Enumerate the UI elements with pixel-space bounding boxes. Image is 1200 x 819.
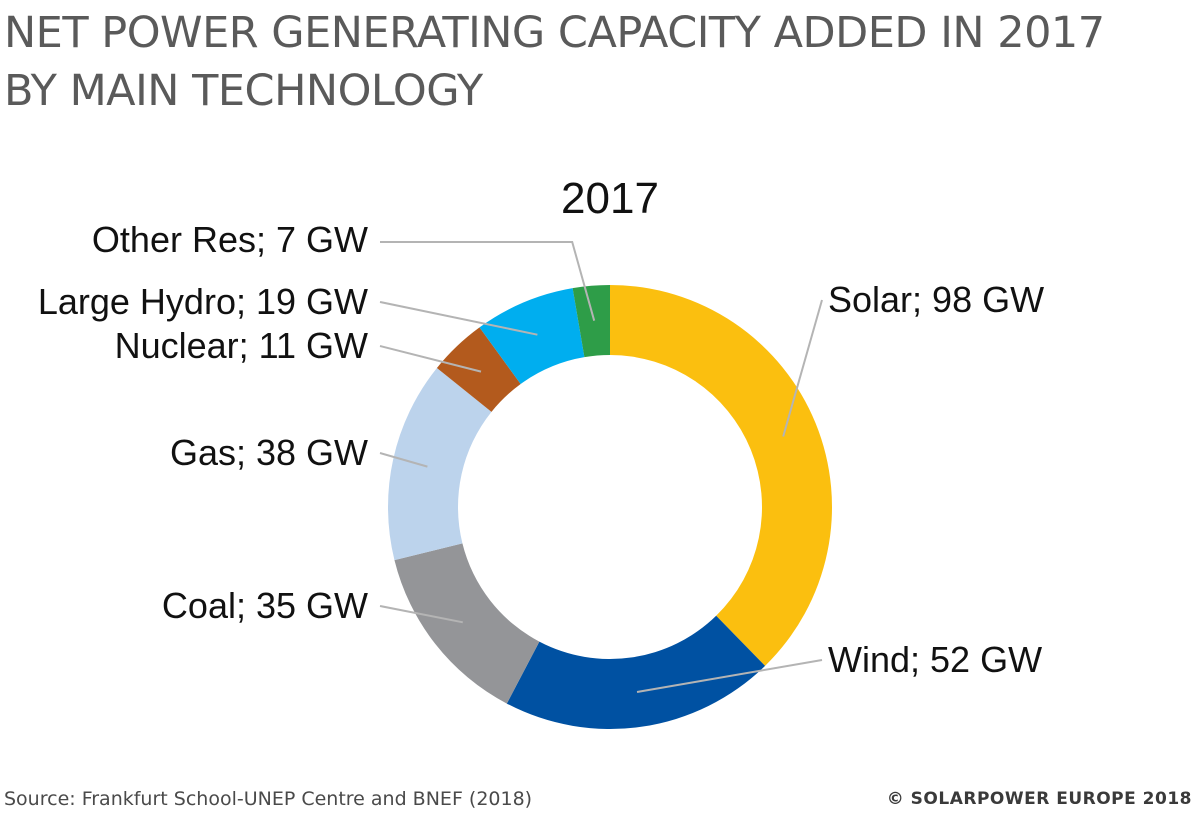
- leader-wind: [636, 659, 823, 694]
- leader-solar: [782, 299, 823, 437]
- leader-large-hydro: [379, 301, 538, 336]
- label-wind: Wind; 52 GW: [828, 639, 1042, 680]
- page-title: NET POWER GENERATING CAPACITY ADDED IN 2…: [4, 4, 1198, 120]
- label-gas: Gas; 38 GW: [170, 432, 368, 473]
- slice-nuclear: [436, 327, 521, 412]
- donut-slices: [388, 285, 832, 729]
- leader-coal: [379, 605, 463, 624]
- slice-other-res: [572, 285, 610, 358]
- label-nuclear: Nuclear; 11 GW: [115, 325, 368, 366]
- label-coal: Coal; 35 GW: [162, 585, 368, 626]
- slice-solar: [610, 285, 832, 666]
- leader-lines: [379, 241, 823, 694]
- leader-nuclear: [379, 345, 482, 373]
- slice-wind: [506, 615, 766, 729]
- leader-other-res: [380, 241, 596, 321]
- label-other-res: Other Res; 7 GW: [92, 219, 368, 260]
- page-title-line1: NET POWER GENERATING CAPACITY ADDED IN 2…: [4, 8, 1105, 58]
- label-large-hydro: Large Hydro; 19 GW: [38, 281, 368, 322]
- leader-gas: [379, 452, 428, 468]
- slice-labels: Solar; 98 GW Wind; 52 GW Coal; 35 GW Gas; 3…: [38, 219, 1044, 680]
- page-title-line2: BY MAIN TECHNOLOGY: [4, 66, 483, 116]
- slice-coal: [394, 543, 540, 704]
- chart-title: 2017: [561, 174, 659, 223]
- source-note: Source: Frankfurt School-UNEP Centre and…: [4, 788, 533, 810]
- label-solar: Solar; 98 GW: [828, 279, 1044, 320]
- slice-large-hydro: [479, 288, 585, 385]
- copyright-note: © SOLARPOWER EUROPE 2018: [886, 789, 1192, 809]
- slice-gas: [388, 367, 492, 561]
